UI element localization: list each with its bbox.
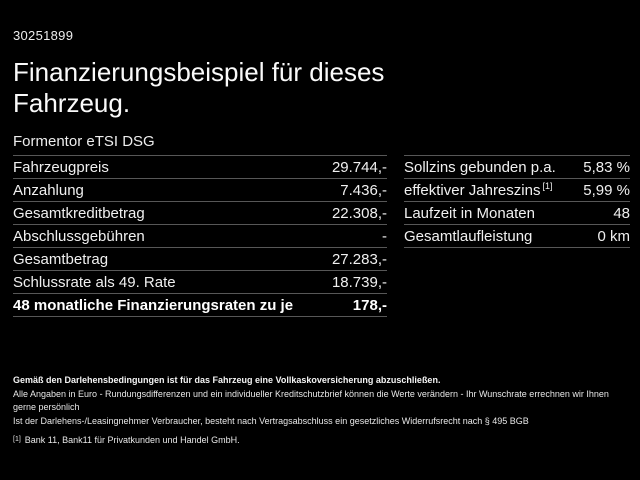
page-title: Finanzierungsbeispiel für dieses Fahrzeu… — [13, 57, 385, 118]
table-row-abschlussgebuehren: Abschlussgebühren - — [13, 225, 387, 248]
row-label: Sollzins gebunden p.a. — [404, 158, 556, 176]
footnote-text: Bank 11, Bank11 für Privatkunden und Han… — [24, 435, 240, 445]
row-value: - — [382, 227, 387, 245]
row-label: 48 monatliche Finanzierungsraten zu je — [13, 296, 294, 314]
footnote-marker: [1] — [13, 436, 21, 443]
row-label: Laufzeit in Monaten — [404, 204, 535, 222]
table-row-gesamtlaufleistung: Gesamtlaufleistung 0 km — [404, 225, 630, 248]
table-row-gesamtbetrag: Gesamtbetrag 27.283,- — [13, 248, 387, 271]
row-value: 5,83 % — [583, 158, 630, 176]
table-row-monatsrate: 48 monatliche Finanzierungsraten zu je 1… — [13, 294, 387, 317]
row-label: Abschlussgebühren — [13, 227, 145, 245]
table-row-gesamtkreditbetrag: Gesamtkreditbetrag 22.308,- — [13, 202, 387, 225]
row-label: Gesamtlaufleistung — [404, 227, 533, 245]
row-value: 22.308,- — [331, 204, 387, 222]
table-row-laufzeit: Laufzeit in Monaten 48 — [404, 202, 630, 225]
row-value: 18.739,- — [331, 273, 387, 291]
vehicle-id: 30251899 — [13, 28, 74, 43]
table-row-sollzins: Sollzins gebunden p.a. 5,83 % — [404, 156, 630, 179]
row-value: 5,99 % — [583, 181, 630, 199]
table-row-schlussrate: Schlussrate als 49. Rate 18.739,- — [13, 271, 387, 294]
footer-withdrawal-note: Ist der Darlehens-/Leasingnehmer Verbrau… — [13, 415, 529, 426]
table-row-anzahlung: Anzahlung 7.436,- — [13, 179, 387, 202]
footer-disclaimer: Alle Angaben in Euro - Rundungsdifferenz… — [13, 388, 609, 413]
legal-footer: Gemäß den Darlehensbedingungen ist für d… — [13, 374, 630, 449]
row-label: Schlussrate als 49. Rate — [13, 273, 176, 291]
row-value: 29.744,- — [331, 158, 387, 176]
finance-table: Fahrzeugpreis 29.744,- Anzahlung 7.436,-… — [13, 155, 387, 317]
row-value: 48 — [613, 204, 630, 222]
row-value: 178,- — [352, 296, 387, 314]
row-label: Fahrzeugpreis — [13, 158, 109, 176]
row-value: 7.436,- — [340, 181, 387, 199]
row-label: Gesamtbetrag — [13, 250, 109, 268]
row-label: Gesamtkreditbetrag — [13, 204, 145, 222]
table-row-effektiver-jahreszins: effektiver Jahreszins [1] 5,99 % — [404, 179, 630, 202]
table-row-fahrzeugpreis: Fahrzeugpreis 29.744,- — [13, 156, 387, 179]
row-value: 27.283,- — [331, 250, 387, 268]
footer-insurance-note: Gemäß den Darlehensbedingungen ist für d… — [13, 375, 441, 385]
row-label: effektiver Jahreszins [1] — [404, 181, 552, 199]
conditions-table: Sollzins gebunden p.a. 5,83 % effektiver… — [404, 155, 630, 317]
vehicle-model: Formentor eTSI DSG — [13, 133, 155, 150]
footer-bank-footnote: [1] Bank 11, Bank11 für Privatkunden und… — [13, 434, 630, 449]
row-value: 0 km — [597, 227, 630, 245]
row-label-text: effektiver Jahreszins — [404, 182, 541, 199]
finance-tables: Fahrzeugpreis 29.744,- Anzahlung 7.436,-… — [13, 155, 630, 317]
row-label: Anzahlung — [13, 181, 84, 199]
footnote-marker: [1] — [542, 181, 553, 191]
